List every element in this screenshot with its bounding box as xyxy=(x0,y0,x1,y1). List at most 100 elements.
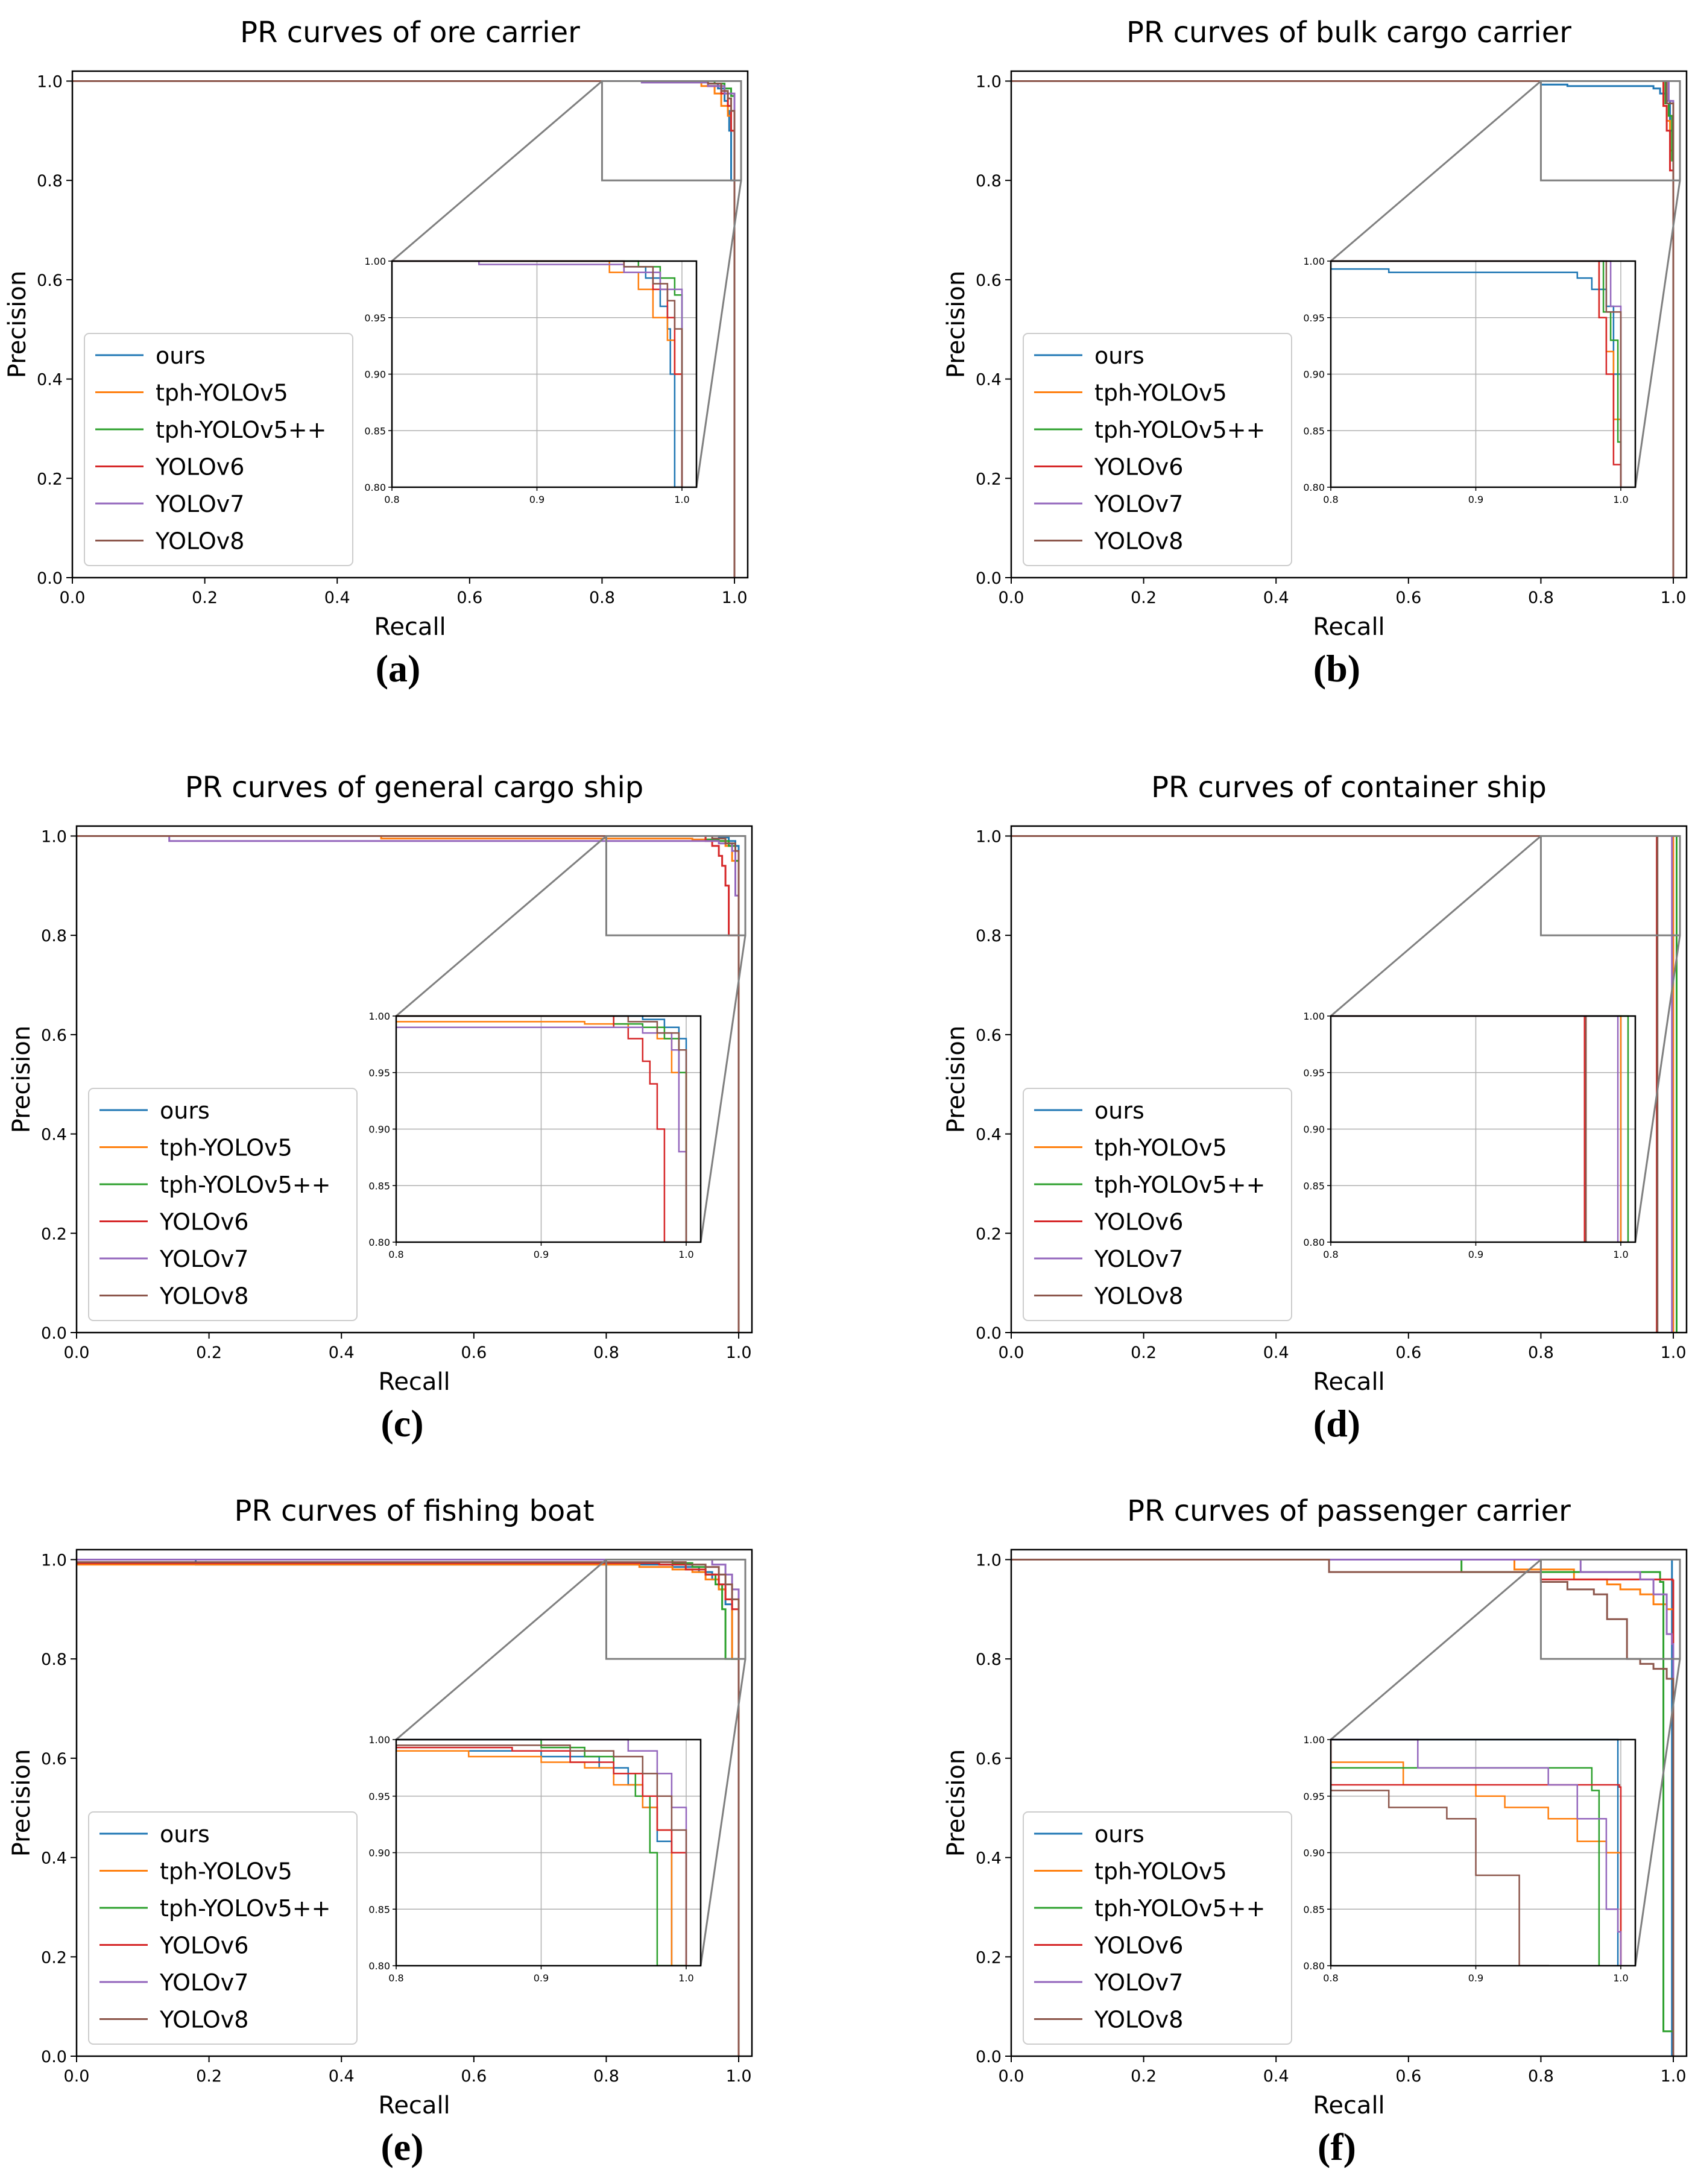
legend-box xyxy=(1023,1811,1292,2045)
chart-title: PR curves of container ship xyxy=(1151,771,1547,804)
x-tick-label: 0.8 xyxy=(1528,589,1554,607)
chart-panel-0: PR curves of ore carrier 0.00.0 0.2 0.2 0.4 0… xyxy=(4,16,749,690)
x-tick-label: 0.0 xyxy=(64,1343,90,1362)
legend-label: tph-YOLOv5 xyxy=(160,1858,292,1885)
legend-label: tph-YOLOv5++ xyxy=(1094,1895,1265,1922)
plot-frame xyxy=(1010,70,1688,579)
x-tick-label: 0.8 xyxy=(1528,1343,1554,1362)
y-tick-label: 1.0 xyxy=(41,827,67,846)
inset-y-tick-label: 0.80 xyxy=(1303,1960,1325,1972)
inset-y-tick-label: 1.00 xyxy=(1303,1011,1325,1022)
inset-y-tick-label: 0.80 xyxy=(1303,1237,1325,1248)
y-tick-label: 0.0 xyxy=(37,569,63,588)
zoom-connector-line xyxy=(1330,835,1542,1017)
y-tick-label: 0.4 xyxy=(976,1126,1002,1144)
legend-label: YOLOv6 xyxy=(155,454,244,481)
zoom-connector-line xyxy=(1330,80,1542,262)
y-tick-label: 0.8 xyxy=(37,172,63,191)
x-axis-label: Recall xyxy=(374,613,446,641)
inset-y-tick-label: 0.80 xyxy=(1303,482,1325,493)
chart-panel-4: PR curves of fishing boat 0.00.0 0.2 0.2 0.4… xyxy=(8,1494,753,2168)
inset-y-tick-label: 0.85 xyxy=(1303,425,1325,437)
y-tick-label: 0.4 xyxy=(976,1849,1002,1868)
panel-caption: (f) xyxy=(1318,2126,1356,2168)
inset-x-tick-label: 0.9 xyxy=(534,1249,549,1260)
x-tick-label: 0.6 xyxy=(456,589,482,607)
legend: ours tph-YOLOv5 tph-YOLOv5++ YOLOv6 YOLOv7 YO… xyxy=(1023,1811,1292,2045)
legend-box xyxy=(84,333,353,566)
x-tick-label: 0.2 xyxy=(1131,589,1157,607)
legend-box xyxy=(1023,333,1292,566)
x-tick-label: 0.8 xyxy=(593,2067,619,2086)
legend-label: YOLOv8 xyxy=(159,2007,248,2033)
zoom-connector-line xyxy=(396,835,607,1017)
x-tick-label: 0.4 xyxy=(329,2067,355,2086)
y-tick-label: 0.2 xyxy=(37,470,63,488)
inset-series-line-YOLOv6 xyxy=(1331,1738,1622,1966)
series-line-tph-YOLOv5 xyxy=(77,1564,740,2056)
zoom-region-box xyxy=(1539,80,1681,181)
legend-label: ours xyxy=(156,342,206,369)
legend-label: YOLOv8 xyxy=(159,1283,248,1310)
series-line-YOLOv7 xyxy=(1011,1559,1674,2056)
x-tick-label: 0.2 xyxy=(196,2067,222,2086)
x-tick-label: 0.4 xyxy=(324,589,350,607)
legend-label: YOLOv6 xyxy=(159,1933,248,1959)
y-tick-label: 0.8 xyxy=(976,1650,1002,1669)
x-axis-label: Recall xyxy=(1313,613,1384,641)
x-tick-label: 0.0 xyxy=(999,589,1024,607)
inset-x-tick-label: 1.0 xyxy=(674,494,689,505)
legend-label: YOLOv6 xyxy=(1094,1933,1183,1959)
panel-caption: (d) xyxy=(1313,1402,1360,1445)
x-tick-label: 0.8 xyxy=(593,1343,619,1362)
legend-label: tph-YOLOv5++ xyxy=(156,417,326,443)
y-tick-label: 0.2 xyxy=(976,1948,1002,1967)
inset-x-tick-label: 1.0 xyxy=(678,1972,693,1984)
inset-series-line-tph-YOLOv5 xyxy=(396,1750,687,1966)
y-tick-label: 0.4 xyxy=(41,1849,67,1868)
series-line-YOLOv8 xyxy=(77,1561,740,2056)
plot-frame xyxy=(1010,1548,1688,2057)
inset-y-tick-label: 1.00 xyxy=(1303,256,1325,267)
inset-y-tick-label: 0.95 xyxy=(1303,1791,1325,1802)
zoom-connector-line xyxy=(396,1559,607,1741)
legend-label: YOLOv8 xyxy=(155,528,244,555)
y-tick-label: 0.2 xyxy=(976,1225,1002,1243)
inset-x-tick-label: 1.0 xyxy=(1613,1972,1628,1984)
inset-y-tick-label: 0.95 xyxy=(368,1067,390,1079)
inset-x-tick-label: 0.9 xyxy=(1468,1972,1483,1984)
inset-y-tick-label: 0.90 xyxy=(368,1848,390,1859)
x-tick-label: 1.0 xyxy=(726,1343,752,1362)
legend-label: tph-YOLOv5 xyxy=(156,380,288,406)
y-axis-label: Precision xyxy=(8,1026,36,1133)
inset-x-tick-label: 1.0 xyxy=(1613,1249,1628,1260)
legend: ours tph-YOLOv5 tph-YOLOv5++ YOLOv6 YOLOv7 YO… xyxy=(1023,333,1292,566)
y-tick-label: 0.4 xyxy=(37,371,63,390)
inset-x-tick-label: 0.8 xyxy=(1323,1249,1338,1260)
legend-label: YOLOv6 xyxy=(1094,1209,1183,1236)
legend-label: YOLOv8 xyxy=(1094,2007,1183,2033)
x-tick-label: 0.0 xyxy=(999,2067,1024,2086)
inset-x-tick-label: 1.0 xyxy=(678,1249,693,1260)
y-axis-label: Precision xyxy=(942,1749,970,1857)
inset-x-tick-label: 0.8 xyxy=(388,1249,403,1260)
inset-y-tick-label: 0.90 xyxy=(1303,369,1325,380)
plot-frame xyxy=(71,70,749,579)
zoom-connector-line xyxy=(1634,180,1681,488)
x-tick-label: 0.4 xyxy=(1263,589,1289,607)
legend-label: tph-YOLOv5 xyxy=(1094,380,1227,406)
x-tick-label: 1.0 xyxy=(1661,2067,1687,2086)
inset-series-line-YOLOv7 xyxy=(1331,1738,1622,1966)
inset-y-tick-label: 0.95 xyxy=(364,312,386,324)
y-tick-label: 0.0 xyxy=(41,2048,67,2066)
legend-label: tph-YOLOv5++ xyxy=(160,1172,330,1198)
inset-series-line-YOLOv8 xyxy=(1331,1767,1549,1966)
y-tick-label: 0.6 xyxy=(41,1750,67,1769)
inset-y-tick-label: 0.90 xyxy=(368,1124,390,1135)
legend-label: YOLOv8 xyxy=(1094,528,1183,555)
inset-y-tick-label: 0.85 xyxy=(364,425,386,437)
y-tick-label: 0.6 xyxy=(976,271,1002,290)
chart-panel-2: PR curves of general cargo ship 0.00.0 0.2… xyxy=(8,771,753,1445)
legend-label: tph-YOLOv5++ xyxy=(1094,1172,1265,1198)
zoom-connector-line xyxy=(695,180,742,488)
